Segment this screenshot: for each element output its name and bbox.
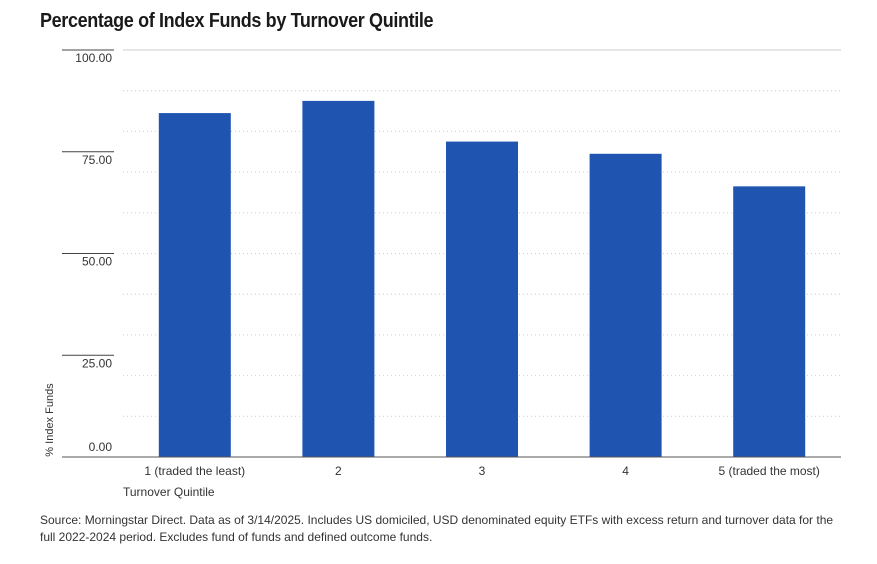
x-tick-label: 1 (traded the least) [144, 464, 245, 478]
x-tick-label: 4 [622, 464, 629, 478]
y-tick-label: 0.00 [89, 440, 113, 454]
x-tick-label: 5 (traded the most) [719, 464, 820, 478]
x-tick-label: 3 [479, 464, 486, 478]
y-tick-label: 50.00 [82, 255, 112, 269]
y-tick-label: 25.00 [82, 356, 112, 370]
x-tick-label: 2 [335, 464, 342, 478]
x-axis-label: Turnover Quintile [123, 485, 215, 499]
bar [302, 100, 375, 457]
bar [446, 141, 518, 457]
bar [733, 186, 806, 457]
bar [158, 113, 231, 458]
bar-chart: 0.00 25.00 50.00 75.00 100.00 % Index Funds 1 … [44, 49, 841, 499]
source-note: Source: Morningstar Direct. Data as of 3… [40, 513, 834, 544]
y-axis-label: % Index Funds [44, 383, 56, 457]
chart-title: Percentage of Index Funds by Turnover Qu… [40, 10, 434, 32]
y-tick-label: 100.00 [75, 51, 112, 65]
bar [589, 153, 662, 457]
y-tick-label: 75.00 [82, 153, 112, 167]
